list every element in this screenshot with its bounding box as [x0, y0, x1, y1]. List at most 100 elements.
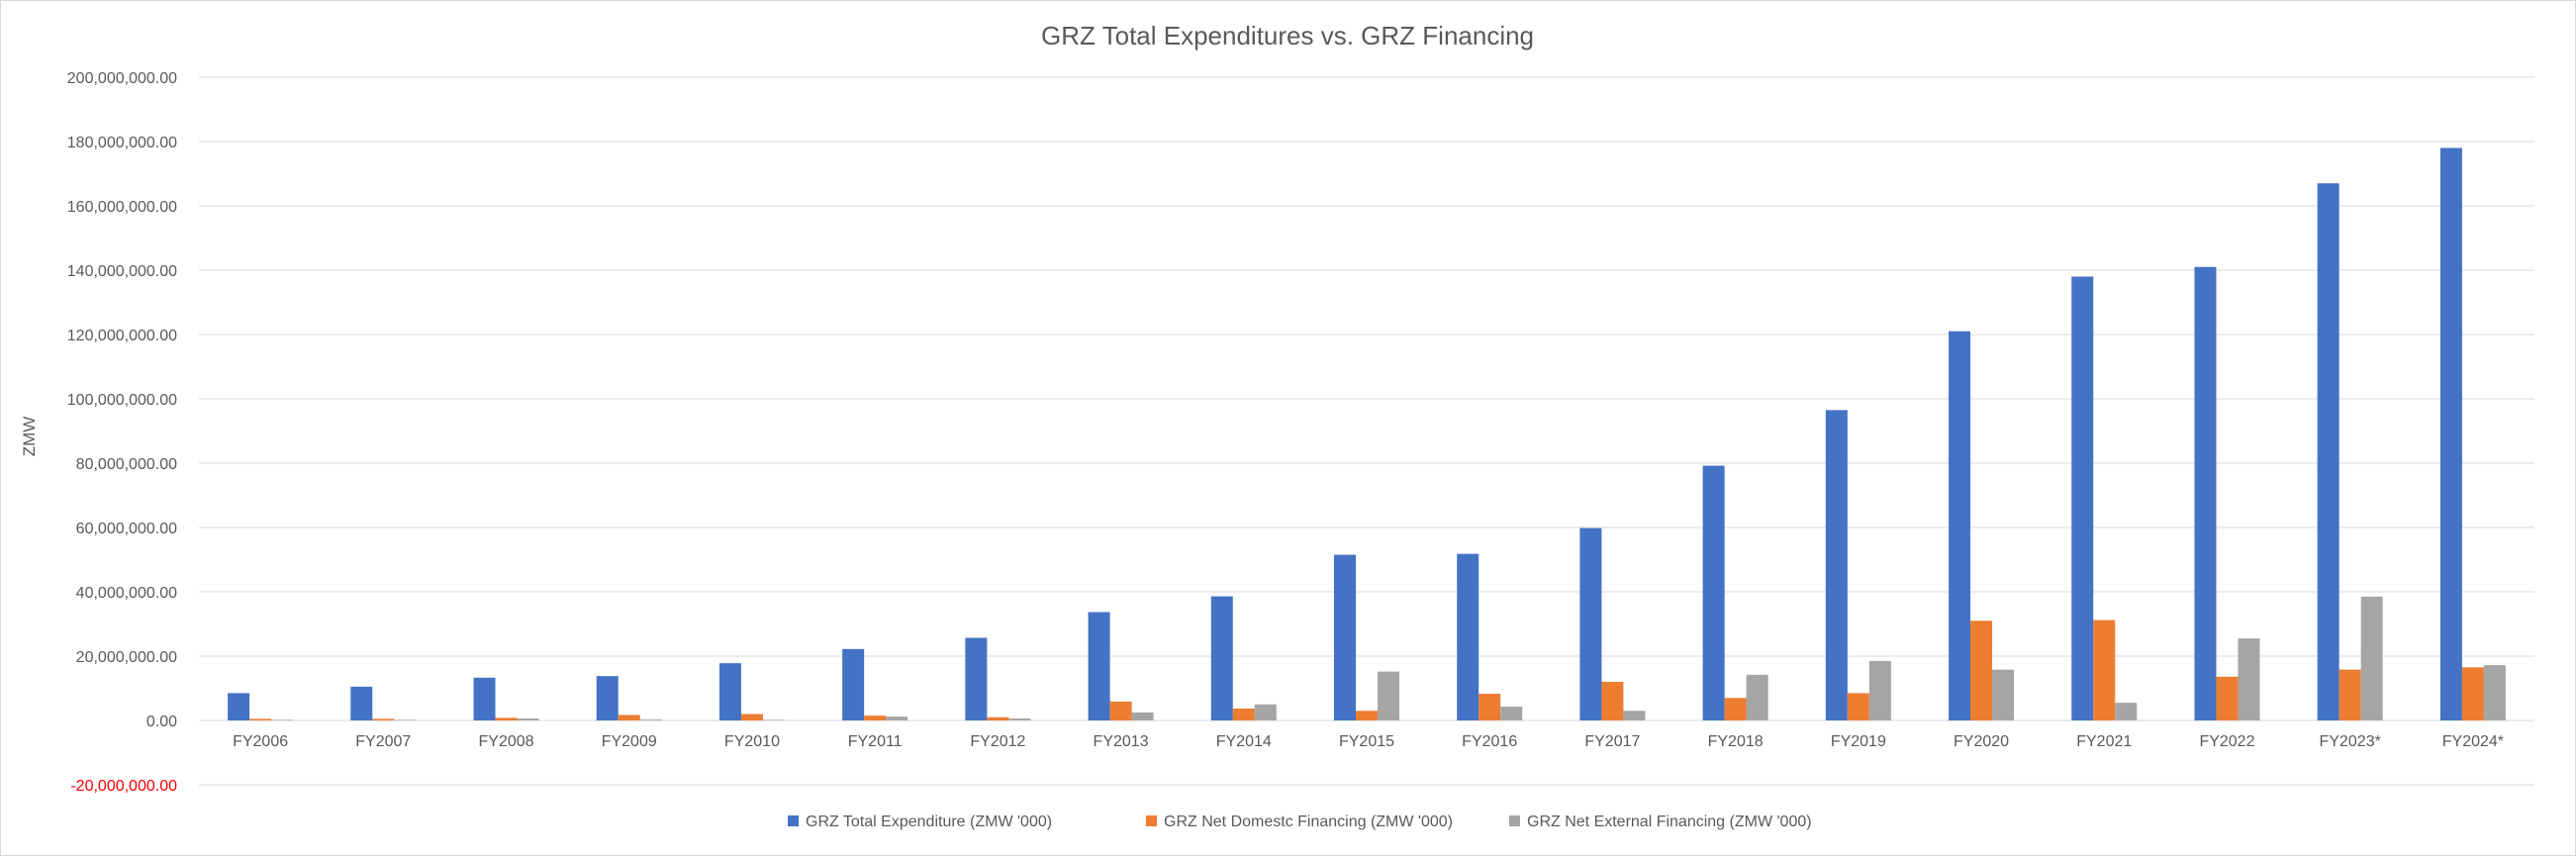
- bar: [394, 719, 417, 720]
- bar: [2194, 266, 2217, 720]
- bar: [1254, 704, 1277, 720]
- bar: [1378, 671, 1399, 720]
- bar: [1702, 465, 1725, 720]
- y-tick-label: 200,000,000.00: [67, 70, 177, 87]
- bar: [517, 718, 539, 720]
- bar: [740, 714, 763, 720]
- x-tick-label: FY2011: [848, 733, 903, 750]
- bar: [1131, 712, 1154, 720]
- bar: [1457, 553, 1479, 720]
- legend-label: GRZ Net Domestc Financing (ZMW '000): [1164, 813, 1453, 830]
- x-tick-label: FY2018: [1708, 733, 1764, 750]
- x-tick-label: FY2009: [602, 733, 657, 750]
- bar: [1601, 682, 1624, 720]
- y-axis-title: ZMW: [20, 417, 39, 457]
- bar: [350, 686, 373, 720]
- bar: [1970, 621, 1993, 720]
- bar: [596, 676, 619, 720]
- x-tick-label: FY2024*: [2442, 733, 2504, 750]
- bar: [2360, 596, 2383, 720]
- bar: [718, 663, 741, 720]
- bar: [1356, 711, 1378, 720]
- bar: [2461, 667, 2484, 720]
- y-tick-label: 120,000,000.00: [67, 328, 177, 344]
- bar: [495, 717, 518, 720]
- bar: [2317, 183, 2339, 720]
- y-tick-label: 100,000,000.00: [67, 392, 177, 409]
- bar: [1949, 331, 1971, 720]
- bar: [2238, 638, 2260, 720]
- y-tick-label: 140,000,000.00: [67, 263, 177, 280]
- bar: [473, 677, 496, 720]
- bar: [1008, 718, 1031, 720]
- x-tick-label: FY2010: [724, 733, 780, 750]
- x-tick-label: FY2017: [1584, 733, 1640, 750]
- legend-label: GRZ Total Expenditure (ZMW '000): [806, 813, 1052, 830]
- bar: [2483, 665, 2506, 720]
- y-tick-label: 80,000,000.00: [76, 456, 177, 473]
- legend-swatch: [1509, 815, 1520, 826]
- bar: [842, 648, 865, 720]
- x-tick-label: FY2012: [970, 733, 1025, 750]
- bar: [1746, 674, 1768, 720]
- bar: [1500, 707, 1523, 720]
- legend-swatch: [788, 815, 799, 826]
- bar: [2071, 276, 2094, 720]
- x-tick-label: FY2020: [1954, 733, 2009, 750]
- bar: [1109, 701, 1132, 720]
- x-tick-label: FY2006: [233, 733, 288, 750]
- gridlines: [199, 76, 2534, 786]
- bar: [618, 715, 640, 720]
- bar: [987, 717, 1009, 720]
- bar: [762, 719, 785, 720]
- legend-label: GRZ Net External Financing (ZMW '000): [1527, 813, 1812, 830]
- bar: [372, 718, 395, 720]
- bar: [1992, 669, 2015, 720]
- bar: [864, 716, 887, 720]
- x-tick-label: FY2008: [479, 733, 534, 750]
- x-tick-label: FY2007: [355, 733, 411, 750]
- x-tick-label: FY2016: [1462, 733, 1517, 750]
- bar: [2338, 669, 2361, 720]
- bar: [1479, 694, 1501, 720]
- legend-swatch: [1146, 815, 1157, 826]
- bar: [2439, 147, 2462, 720]
- bar: [1825, 410, 1848, 720]
- bar: [1579, 527, 1602, 720]
- x-tick-label: FY2022: [2199, 733, 2254, 750]
- y-tick-label: -20,000,000.00: [70, 778, 177, 795]
- bar: [965, 637, 988, 720]
- x-tick-label: FY2021: [2076, 733, 2132, 750]
- x-tick-label: FY2014: [1216, 733, 1272, 750]
- y-tick-label: 20,000,000.00: [76, 649, 177, 666]
- x-tick-label: FY2015: [1339, 733, 1394, 750]
- x-tick-label: FY2023*: [2320, 733, 2381, 750]
- bar: [1210, 596, 1233, 720]
- y-tick-label: 60,000,000.00: [76, 521, 177, 537]
- y-tick-label: 0.00: [146, 714, 177, 730]
- bar: [2093, 620, 2116, 720]
- y-tick-label: 160,000,000.00: [67, 199, 177, 216]
- x-tick-label: FY2013: [1094, 733, 1149, 750]
- bar: [1847, 693, 1869, 720]
- bar: [1724, 698, 1747, 720]
- bar: [228, 693, 250, 720]
- bars: [228, 147, 2506, 720]
- bar: [249, 718, 272, 720]
- y-tick-label: 40,000,000.00: [76, 585, 177, 602]
- bar: [2115, 703, 2138, 720]
- legend: GRZ Total Expenditure (ZMW '000) GRZ Net …: [788, 813, 1812, 830]
- bar: [1334, 554, 1356, 720]
- bar: [1088, 612, 1110, 720]
- bar: [1623, 711, 1646, 720]
- y-axis-ticks: -20,000,000.00 0.00 20,000,000.00 40,000,00…: [67, 70, 177, 795]
- bar: [1868, 660, 1891, 720]
- bar: [639, 719, 662, 720]
- bar: [1232, 708, 1255, 720]
- x-axis-ticks: FY2006 FY2007 FY2008 FY2009 FY2010 FY2011 FY20…: [233, 733, 2504, 750]
- chart-title: GRZ Total Expenditures vs. GRZ Financing: [1041, 21, 1534, 50]
- bar: [2216, 676, 2239, 720]
- y-tick-label: 180,000,000.00: [67, 135, 177, 151]
